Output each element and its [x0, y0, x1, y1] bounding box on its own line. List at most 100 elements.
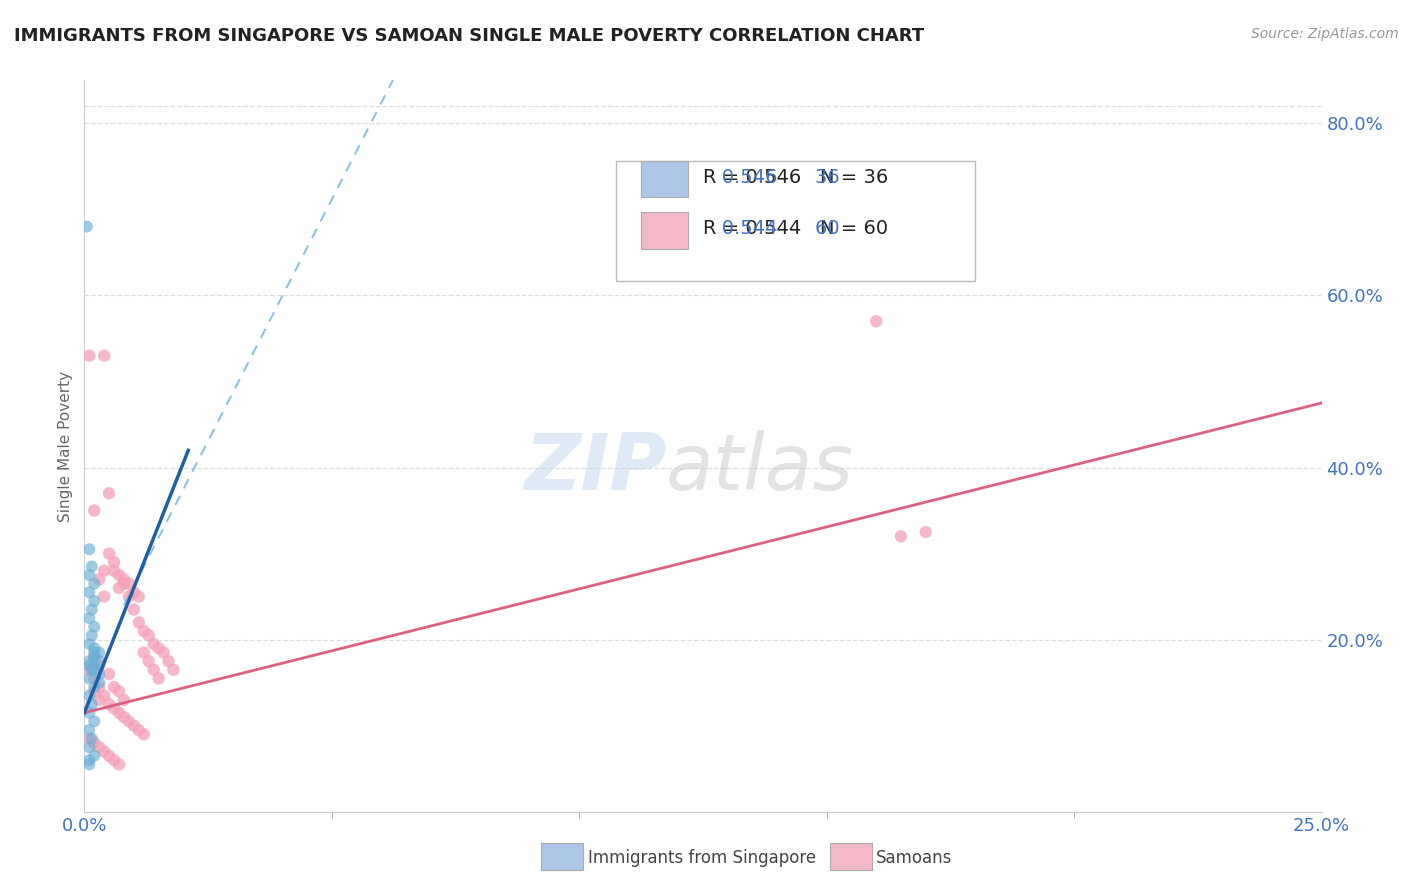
- Point: [98, 697, 121, 711]
- Point: [89, 740, 111, 755]
- Point: [108, 684, 131, 698]
- Y-axis label: Single Male Poverty: Single Male Poverty: [58, 370, 73, 522]
- Point: [128, 590, 150, 604]
- Point: [83, 503, 105, 517]
- Point: [83, 658, 105, 673]
- Point: [128, 723, 150, 737]
- Point: [152, 646, 174, 660]
- Point: [98, 486, 121, 500]
- Point: [80, 602, 103, 616]
- Point: [89, 573, 111, 587]
- Point: [79, 349, 101, 363]
- Text: IMMIGRANTS FROM SINGAPORE VS SAMOAN SINGLE MALE POVERTY CORRELATION CHART: IMMIGRANTS FROM SINGAPORE VS SAMOAN SING…: [14, 27, 924, 45]
- Point: [83, 641, 105, 656]
- Text: 0.544      60: 0.544 60: [703, 219, 839, 238]
- Point: [142, 637, 165, 651]
- Point: [914, 524, 936, 539]
- Point: [79, 757, 101, 772]
- Point: [142, 663, 165, 677]
- Point: [103, 753, 125, 767]
- Text: R = 0.544   N = 60: R = 0.544 N = 60: [703, 219, 889, 238]
- Point: [79, 658, 101, 673]
- Point: [112, 693, 135, 707]
- Point: [80, 697, 103, 711]
- Point: [83, 594, 105, 608]
- Point: [83, 736, 105, 750]
- Point: [118, 576, 141, 591]
- Point: [865, 314, 887, 328]
- Text: Samoans: Samoans: [876, 849, 952, 867]
- Point: [79, 753, 101, 767]
- Point: [138, 654, 160, 668]
- FancyBboxPatch shape: [616, 161, 976, 282]
- Point: [118, 590, 141, 604]
- Point: [79, 689, 101, 703]
- Point: [79, 723, 101, 737]
- Point: [80, 663, 103, 677]
- Point: [83, 649, 105, 664]
- FancyBboxPatch shape: [641, 161, 688, 197]
- Point: [89, 675, 111, 690]
- Point: [83, 576, 105, 591]
- Point: [132, 624, 155, 638]
- Point: [98, 748, 121, 763]
- Point: [79, 706, 101, 720]
- Point: [93, 590, 115, 604]
- Point: [83, 671, 105, 685]
- Point: [112, 576, 135, 591]
- Text: Immigrants from Singapore: Immigrants from Singapore: [588, 849, 815, 867]
- Point: [79, 663, 101, 677]
- Point: [83, 684, 105, 698]
- Point: [103, 555, 125, 569]
- Point: [93, 744, 115, 758]
- Point: [108, 706, 131, 720]
- Point: [80, 559, 103, 574]
- Point: [79, 654, 101, 668]
- Point: [93, 349, 115, 363]
- Point: [157, 654, 180, 668]
- Point: [83, 714, 105, 729]
- Point: [98, 547, 121, 561]
- Point: [132, 727, 155, 741]
- Point: [122, 719, 145, 733]
- Point: [79, 585, 101, 599]
- Point: [79, 740, 101, 755]
- Point: [83, 680, 105, 694]
- Point: [79, 542, 101, 557]
- Point: [79, 568, 101, 582]
- Point: [148, 641, 170, 656]
- Point: [132, 646, 155, 660]
- Point: [89, 658, 111, 673]
- Point: [128, 615, 150, 630]
- Point: [89, 646, 111, 660]
- Point: [103, 564, 125, 578]
- Point: [162, 663, 184, 677]
- Text: ZIP: ZIP: [523, 430, 666, 506]
- Point: [122, 585, 145, 599]
- Point: [83, 649, 105, 664]
- Point: [98, 667, 121, 681]
- Point: [93, 689, 115, 703]
- Point: [103, 680, 125, 694]
- Point: [890, 529, 912, 543]
- Point: [108, 757, 131, 772]
- Text: Source: ZipAtlas.com: Source: ZipAtlas.com: [1251, 27, 1399, 41]
- Text: atlas: atlas: [666, 430, 853, 506]
- Point: [89, 693, 111, 707]
- Point: [79, 611, 101, 625]
- Point: [79, 637, 101, 651]
- Point: [80, 731, 103, 746]
- Point: [76, 219, 98, 234]
- Point: [83, 663, 105, 677]
- Point: [79, 671, 101, 685]
- Point: [83, 620, 105, 634]
- Point: [79, 731, 101, 746]
- Point: [108, 581, 131, 595]
- Point: [83, 748, 105, 763]
- Point: [112, 710, 135, 724]
- Point: [118, 714, 141, 729]
- Point: [103, 701, 125, 715]
- Point: [89, 680, 111, 694]
- Text: 0.546      36: 0.546 36: [703, 168, 839, 187]
- Text: R = 0.546   N = 36: R = 0.546 N = 36: [703, 168, 889, 187]
